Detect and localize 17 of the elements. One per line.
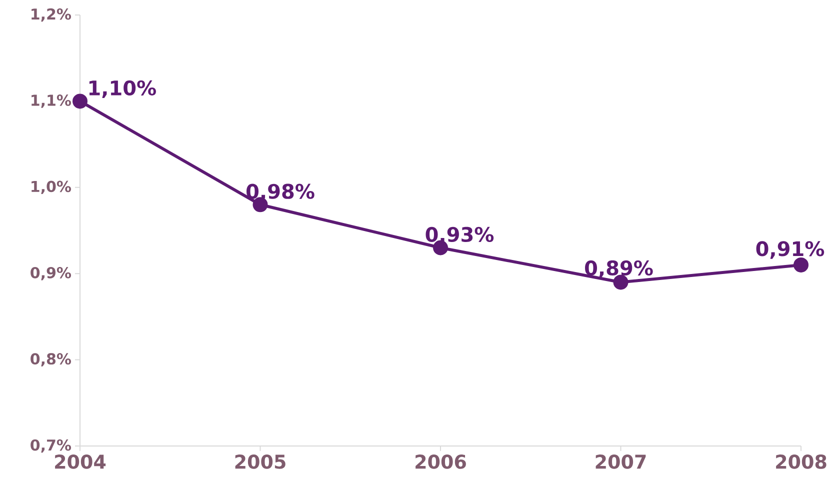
- x-tick-label: 2008: [776, 454, 826, 469]
- data-label: 0,98%: [246, 184, 314, 202]
- x-tick-label: 2004: [55, 454, 106, 469]
- y-tick-label: 1,1%: [32, 94, 72, 108]
- data-label: 0,93%: [426, 226, 494, 245]
- y-tick-label: 1,0%: [32, 180, 72, 194]
- y-tick-label: 0,7%: [30, 439, 72, 453]
- data-label: 1,10%: [89, 80, 156, 98]
- y-tick-label: 0,8%: [30, 353, 72, 366]
- point: [72, 94, 88, 109]
- x-tick-label: 2007: [596, 454, 646, 469]
- x-tick-label: 2005: [235, 454, 286, 469]
- y-tick-label: 1,2%: [32, 8, 72, 22]
- y-tick-label: 0,9%: [30, 266, 72, 280]
- x-tick-label: 2006: [416, 454, 466, 469]
- data-label: 0,89%: [585, 260, 653, 278]
- data-label: 0,91%: [756, 241, 824, 259]
